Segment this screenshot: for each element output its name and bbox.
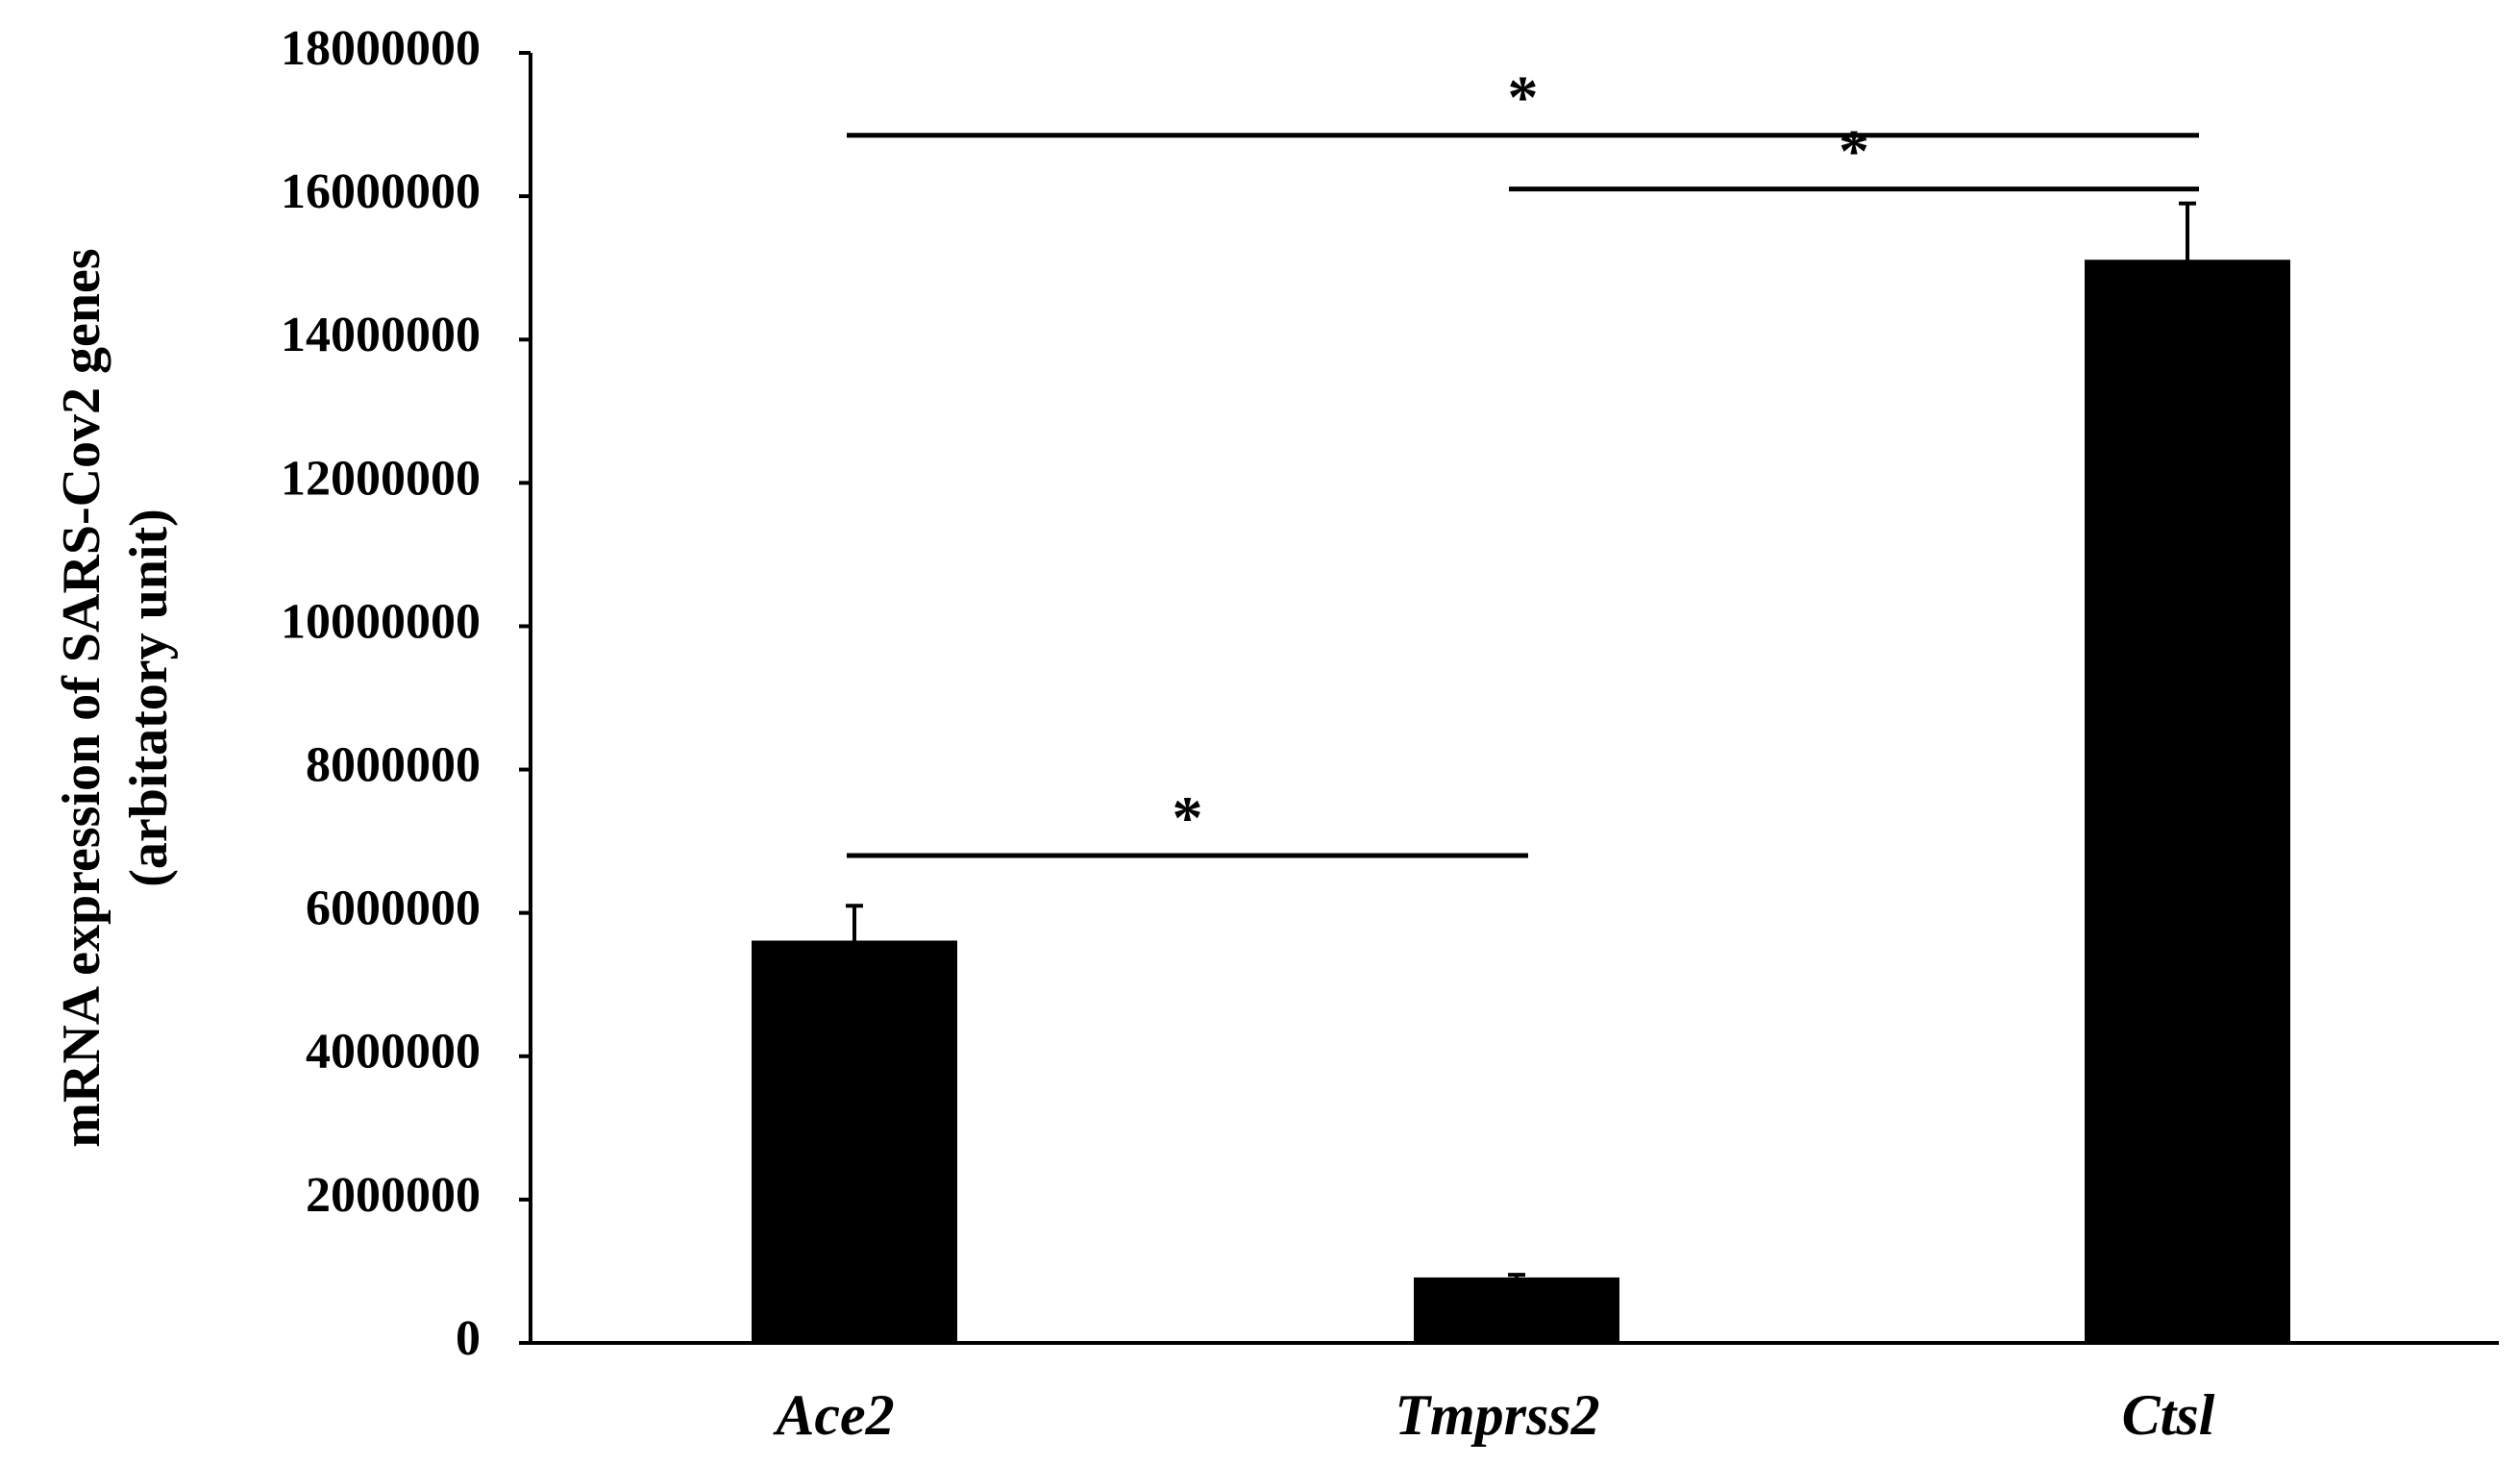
axes [529,53,2499,1345]
y-axis-label-line: mRNA expression of SARS-Cov2 genes [52,248,111,1147]
y-tick-label: 8000000 [306,737,481,792]
y-axis-label-line: (arbitatory unit) [119,509,179,887]
y-tick-label: 10000000 [281,594,481,649]
y-tick-label: 0 [456,1311,481,1366]
x-tick-label: Ctsl [2122,1383,2215,1447]
y-axis-ticks: 0 2000000 4000000 6000000 8000000 10000000 120… [281,21,531,1366]
bar [752,940,957,1344]
x-tick-label: Ace2 [772,1383,894,1447]
y-tick-label: 4000000 [306,1025,481,1080]
y-tick-label: 14000000 [281,308,481,362]
significance-markers: * * * [847,63,2199,858]
y-tick-label: 6000000 [306,881,481,936]
y-tick-label: 2000000 [306,1168,481,1223]
y-tick-label: 16000000 [281,164,481,219]
x-tick-label: Tmprss2 [1395,1383,1599,1447]
bars [752,201,2290,1345]
bar [2085,260,2290,1345]
y-axis-label: mRNA expression of SARS-Cov2 genes (arbit… [52,248,179,1147]
bar [1414,1277,1619,1345]
significance-star: * [1173,783,1203,852]
y-tick-label: 12000000 [281,451,481,506]
significance-star: * [1839,117,1869,186]
significance-star: * [1508,63,1539,132]
x-axis-labels: Ace2 Tmprss2 Ctsl [772,1383,2214,1447]
y-tick-label: 18000000 [281,21,481,76]
